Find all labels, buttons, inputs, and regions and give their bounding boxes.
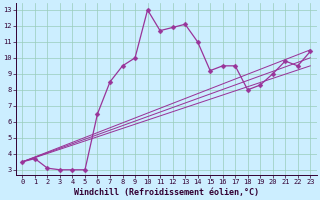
X-axis label: Windchill (Refroidissement éolien,°C): Windchill (Refroidissement éolien,°C) [74, 188, 259, 197]
